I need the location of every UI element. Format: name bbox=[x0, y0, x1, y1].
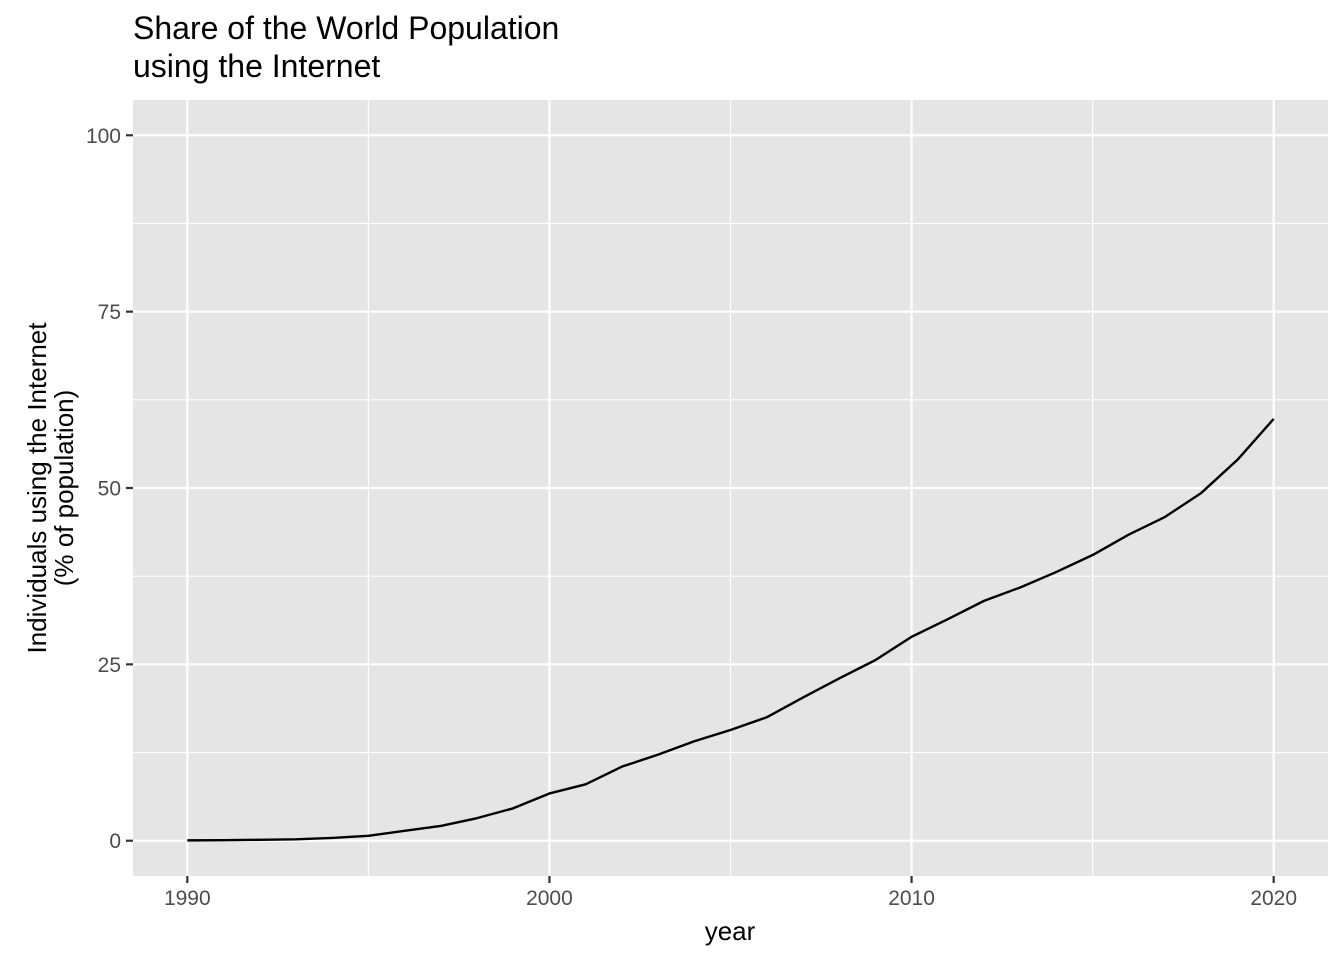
x-tick-label: 2020 bbox=[1250, 887, 1297, 910]
y-tick-label: 25 bbox=[98, 654, 121, 677]
y-axis-title-line-2: (% of population) bbox=[49, 390, 79, 587]
series-layer bbox=[187, 418, 1275, 842]
chart-title-line-1: Share of the World Population bbox=[133, 10, 559, 46]
y-tick-label: 75 bbox=[98, 301, 121, 324]
x-tick-label: 2010 bbox=[888, 887, 935, 910]
x-tick-label: 1990 bbox=[164, 887, 211, 910]
y-axis-title-line-1: Individuals using the Internet bbox=[22, 322, 52, 654]
y-tick-label: 50 bbox=[98, 478, 121, 501]
chart-title-line-2: using the Internet bbox=[133, 48, 380, 84]
y-axis: 0 25 50 75 100 bbox=[86, 125, 133, 853]
y-tick-label: 0 bbox=[109, 830, 121, 853]
x-tick-label: 2000 bbox=[526, 887, 573, 910]
major-gridlines bbox=[133, 100, 1328, 876]
y-tick-label: 100 bbox=[86, 125, 121, 148]
x-axis-title: year bbox=[705, 916, 756, 946]
y-axis-title: Individuals using the Internet (% of pop… bbox=[22, 322, 79, 654]
x-axis: 1990 2000 2010 2020 bbox=[164, 876, 1297, 910]
series-line bbox=[187, 418, 1275, 842]
